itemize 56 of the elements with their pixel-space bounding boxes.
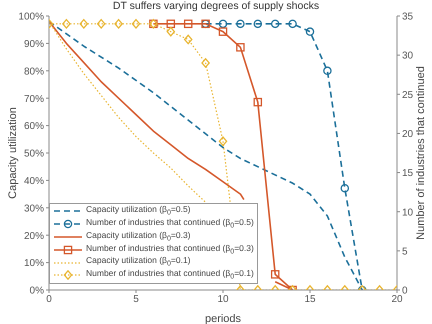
y-axis-title: Capacity utilization [6,107,19,199]
x-axis-title: periods [204,313,242,324]
legend-label: Number of industries that continued (β$_{0}$=0.5) [86,216,254,230]
point [184,34,192,44]
y-tick-label: 80% [24,66,44,78]
y2-tick-label: 0 [402,286,408,297]
y-tick-label: 50% [24,148,44,160]
point [254,20,262,28]
point [62,18,71,29]
point [166,26,176,37]
legend-label: Capacity utilization (β$_{0}$=0.1) [86,255,191,268]
y-tick-label: 0% [30,286,44,297]
y-tick-label: 10% [24,258,44,270]
point [254,98,262,106]
y2-tick-label: 15 [402,168,414,180]
x-tick-label: 15 [304,294,316,306]
chart-title: DT suffers varying degrees of supply shocks [112,0,320,12]
y2-tick-label: 10 [402,207,414,218]
point [340,184,350,192]
point [166,20,176,28]
point [323,66,332,76]
legend-label: Capacity utilization (β$_{0}$=0.3) [86,230,191,242]
y2-axis-title: Number of industries that continued [414,66,427,240]
y-tick-label: 20% [24,230,44,242]
legend-label: Capacity utilization (β$_{0}$=0.5) [86,204,191,217]
point [218,20,228,28]
point [218,136,228,146]
x-tick-label: 0 [46,294,52,306]
y2-tick-label: 5 [402,246,408,258]
legend-label: Number of industries that continued (β$_{0}$=0.3) [86,242,254,256]
y-tick-label: 100% [18,12,44,23]
x-tick-label: 10 [217,294,229,306]
point [218,27,228,36]
point [201,58,210,68]
y2-tick-label: 20 [402,128,414,140]
y2-tick-label: 30 [402,50,414,62]
point [236,43,245,52]
point [270,20,280,28]
point [184,20,192,28]
x-tick-label: 5 [133,294,140,306]
y-tick-label: 90% [24,38,44,50]
point [96,18,106,29]
y2-tick-label: 25 [402,90,414,101]
point [306,27,314,36]
point [236,20,245,28]
y-tick-label: 30% [24,203,44,214]
point [80,18,88,29]
y-tick-label: 60% [24,121,44,132]
x-tick-label: 20 [391,294,403,306]
y-tick-label: 70% [24,94,44,105]
point [114,18,123,29]
y2-tick-label: 35 [402,12,414,23]
point [132,18,140,29]
y-tick-label: 40% [24,176,44,187]
legend-label: Number of industries that continued (β$_{0}$=0.1) [86,267,254,283]
point [288,20,297,28]
